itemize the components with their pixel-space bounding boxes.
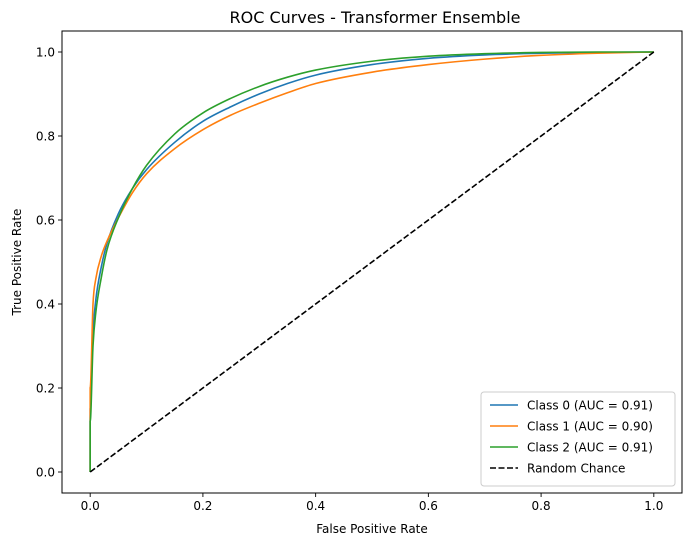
- roc-curve-class-2: [89, 51, 654, 472]
- plot-lines: [89, 51, 655, 473]
- y-tick-label: 0.4: [36, 298, 55, 312]
- chart-title: ROC Curves - Transformer Ensemble: [229, 8, 520, 27]
- legend-label: Random Chance: [527, 462, 625, 476]
- x-tick-label: 0.0: [81, 499, 100, 513]
- x-axis-label: False Positive Rate: [316, 522, 428, 536]
- y-axis-ticks: 0.0 0.2 0.4 0.6 0.8 1.0: [36, 46, 62, 480]
- x-tick-label: 0.4: [306, 499, 325, 513]
- x-axis-ticks: 0.0 0.2 0.4 0.6 0.8 1.0: [81, 493, 663, 513]
- legend-label: Class 2 (AUC = 0.91): [527, 441, 653, 455]
- roc-curve-class-1: [89, 51, 654, 472]
- y-axis-label: True Positive Rate: [10, 209, 24, 317]
- x-tick-label: 1.0: [644, 499, 663, 513]
- legend-box: [480, 391, 676, 487]
- x-tick-label: 0.6: [419, 499, 438, 513]
- roc-curve-class-0: [89, 51, 654, 472]
- y-tick-label: 0.8: [36, 130, 55, 144]
- plot-area-frame: [61, 30, 683, 494]
- x-tick-label: 0.8: [532, 499, 551, 513]
- y-tick-label: 0.0: [36, 466, 55, 480]
- y-tick-label: 0.2: [36, 382, 55, 396]
- y-tick-label: 1.0: [36, 46, 55, 60]
- x-tick-label: 0.2: [193, 499, 212, 513]
- legend-label: Class 0 (AUC = 0.91): [527, 399, 653, 413]
- legend-label: Class 1 (AUC = 0.90): [527, 420, 653, 434]
- random-chance-line: [89, 51, 655, 473]
- y-tick-label: 0.6: [36, 214, 55, 228]
- legend: Class 0 (AUC = 0.91) Class 1 (AUC = 0.90)…: [480, 391, 676, 487]
